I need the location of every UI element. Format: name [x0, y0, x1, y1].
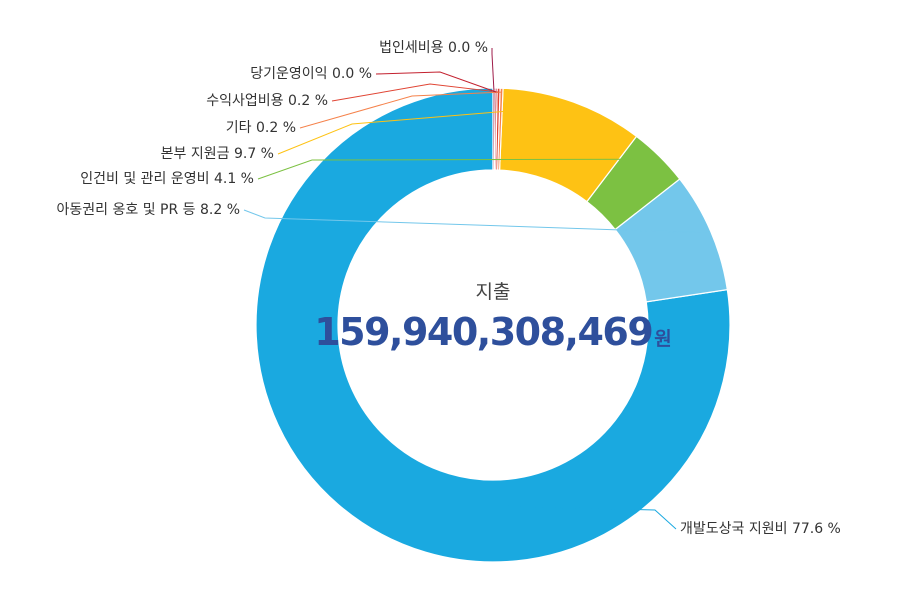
donut-slice-3 [498, 87, 638, 203]
leader-line-7 [491, 48, 495, 93]
center-amount: 159,940,308,469 [314, 310, 652, 354]
donut-slice-1 [614, 178, 729, 303]
slice-label-7: 법인세비용 0.0 % [379, 40, 488, 56]
donut-slice-7 [492, 87, 496, 171]
slice-label-0: 개발도상국 지원비 77.6 % [680, 521, 841, 537]
center-unit: 원 [654, 328, 671, 350]
center-title: 지출 [476, 281, 511, 303]
slice-label-1: 아동권리 옹호 및 PR 등 8.2 % [57, 202, 240, 218]
slice-label-3: 본부 지원금 9.7 % [161, 146, 274, 162]
slices-layer [255, 87, 731, 563]
leader-line-3 [277, 105, 573, 155]
leader-line-6 [375, 71, 497, 93]
slice-label-5: 수익사업비용 0.2 % [206, 93, 328, 109]
leader-lines-layer [243, 48, 708, 530]
donut-slice-0 [255, 87, 731, 563]
slice-labels-layer: 개발도상국 지원비 77.6 % 아동권리 옹호 및 PR 등 8.2 % 인건비 … [57, 40, 841, 537]
leader-line-2 [257, 158, 657, 180]
leader-line-4 [299, 91, 502, 129]
slice-label-6: 당기운영이익 0.0 % [250, 66, 372, 82]
slice-label-4: 기타 0.2 % [226, 120, 296, 136]
leader-line-5 [331, 83, 499, 102]
donut-slice-2 [585, 135, 681, 231]
slice-label-2: 인건비 및 관리 운영비 4.1 % [80, 171, 254, 187]
center-total: 159,940,308,469 원 [314, 310, 672, 354]
leader-line-1 [243, 209, 708, 234]
leader-line-0 [341, 501, 677, 530]
